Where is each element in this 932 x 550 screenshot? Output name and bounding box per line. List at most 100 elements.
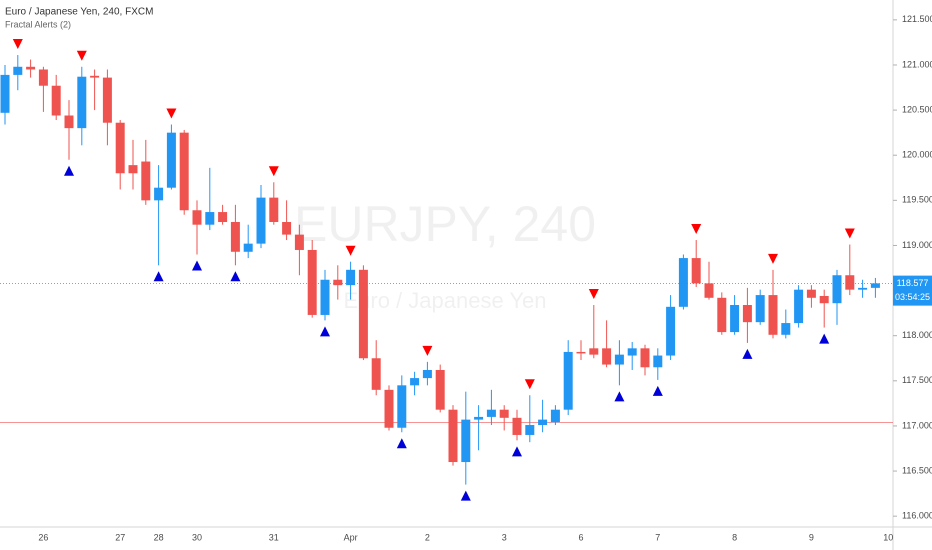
y-tick-label: 120.500 bbox=[902, 104, 932, 114]
last-price-box bbox=[893, 275, 932, 306]
candle-body bbox=[806, 289, 816, 298]
candle-body bbox=[371, 358, 381, 390]
candle-body bbox=[102, 77, 112, 123]
fractal-up-arrow bbox=[230, 271, 241, 282]
chart-title: Euro / Japanese Yen, 240, FXCM bbox=[5, 7, 153, 18]
candle-body bbox=[294, 234, 304, 250]
watermark-subtitle: Euro / Japanese Yen bbox=[343, 288, 546, 313]
candle-body bbox=[691, 258, 701, 284]
fractal-up-arrow bbox=[652, 385, 663, 396]
fractal-up-arrow bbox=[512, 446, 522, 457]
fractal-down-arrow bbox=[268, 166, 279, 177]
candle-body bbox=[589, 348, 599, 355]
candle-body bbox=[666, 306, 676, 356]
fractal-down-arrow bbox=[524, 379, 535, 390]
candle-body bbox=[858, 287, 868, 290]
candle-body bbox=[550, 409, 560, 423]
candle-body bbox=[794, 289, 804, 324]
fractal-down-arrow bbox=[345, 245, 356, 256]
candle-body bbox=[230, 221, 240, 252]
candle-body bbox=[627, 348, 637, 356]
candle-body bbox=[358, 269, 368, 359]
x-tick-label: 30 bbox=[192, 532, 202, 542]
candle-body bbox=[64, 115, 74, 129]
fractal-down-arrow bbox=[844, 228, 855, 239]
fractal-up-arrow bbox=[320, 326, 330, 337]
candle-body bbox=[704, 283, 714, 298]
x-tick-label: 2 bbox=[425, 532, 430, 542]
candle-body bbox=[38, 69, 48, 86]
fractal-up-arrow bbox=[64, 165, 74, 176]
candle-body bbox=[742, 305, 752, 323]
fractal-down-arrow bbox=[691, 224, 702, 235]
candle-body bbox=[192, 210, 202, 225]
candle-body bbox=[205, 212, 215, 225]
candle-body bbox=[333, 279, 343, 286]
y-tick-label: 121.500 bbox=[902, 14, 932, 24]
fractal-up-arrow bbox=[742, 348, 753, 359]
candle-body bbox=[525, 425, 535, 435]
y-tick-label: 116.000 bbox=[902, 511, 932, 521]
candle-body bbox=[77, 76, 87, 129]
candle-body bbox=[512, 417, 522, 435]
candle-body bbox=[781, 323, 791, 335]
y-tick-label: 117.500 bbox=[902, 375, 932, 385]
candle-body bbox=[243, 243, 253, 252]
x-tick-label: 10 bbox=[883, 532, 893, 542]
countdown-label: 03:54:25 bbox=[895, 292, 930, 302]
fractal-up-arrow bbox=[396, 438, 407, 449]
fractal-up-arrow bbox=[192, 260, 202, 271]
indicator-label: Fractal Alerts (2) bbox=[5, 19, 71, 29]
candle-body bbox=[640, 348, 650, 368]
x-tick-label: 9 bbox=[809, 532, 814, 542]
candle-body bbox=[115, 122, 125, 174]
candle-body bbox=[218, 212, 228, 222]
candle-body bbox=[768, 295, 778, 335]
candle-body bbox=[755, 295, 765, 323]
candle-body bbox=[602, 348, 612, 365]
x-tick-label: 27 bbox=[115, 532, 125, 542]
fractal-up-arrow bbox=[460, 490, 471, 501]
y-tick-label: 120.000 bbox=[902, 150, 932, 160]
candle-body bbox=[256, 197, 266, 244]
candle-body bbox=[0, 74, 10, 113]
x-tick-label: 3 bbox=[502, 532, 507, 542]
candle-body bbox=[346, 269, 356, 286]
candle-body bbox=[563, 351, 573, 410]
x-tick-label: 7 bbox=[655, 532, 660, 542]
candle-body bbox=[832, 275, 842, 304]
x-tick-label: 26 bbox=[38, 532, 48, 542]
fractal-up-arrow bbox=[819, 333, 830, 344]
candle-body bbox=[397, 385, 407, 428]
candle-body bbox=[410, 378, 420, 386]
candle-body bbox=[819, 295, 829, 304]
candle-body bbox=[653, 355, 663, 368]
candle-body bbox=[166, 132, 176, 188]
candle-body bbox=[870, 283, 880, 288]
candle-body bbox=[90, 75, 100, 78]
candle-body bbox=[307, 249, 317, 315]
y-tick-label: 121.000 bbox=[902, 59, 932, 69]
y-tick-label: 119.000 bbox=[902, 240, 932, 250]
candle-body bbox=[678, 258, 688, 307]
candle-body bbox=[717, 297, 727, 333]
candle-body bbox=[576, 351, 586, 354]
candle-body bbox=[845, 275, 855, 290]
candle-body bbox=[461, 419, 471, 463]
candle-body bbox=[435, 369, 445, 410]
fractal-up-arrow bbox=[153, 271, 164, 282]
fractal-up-arrow bbox=[614, 391, 625, 402]
candle-body bbox=[13, 66, 23, 75]
x-tick-label: 28 bbox=[154, 532, 164, 542]
y-tick-label: 116.500 bbox=[902, 465, 932, 475]
candle-body bbox=[486, 409, 496, 417]
candle-body bbox=[614, 354, 624, 365]
candle-body bbox=[269, 197, 279, 222]
watermark: EURJPY, 240 bbox=[294, 196, 596, 252]
candle-body bbox=[51, 85, 61, 116]
y-tick-label: 118.000 bbox=[902, 330, 932, 340]
fractal-down-arrow bbox=[588, 289, 599, 300]
y-tick-label: 119.500 bbox=[902, 195, 932, 205]
